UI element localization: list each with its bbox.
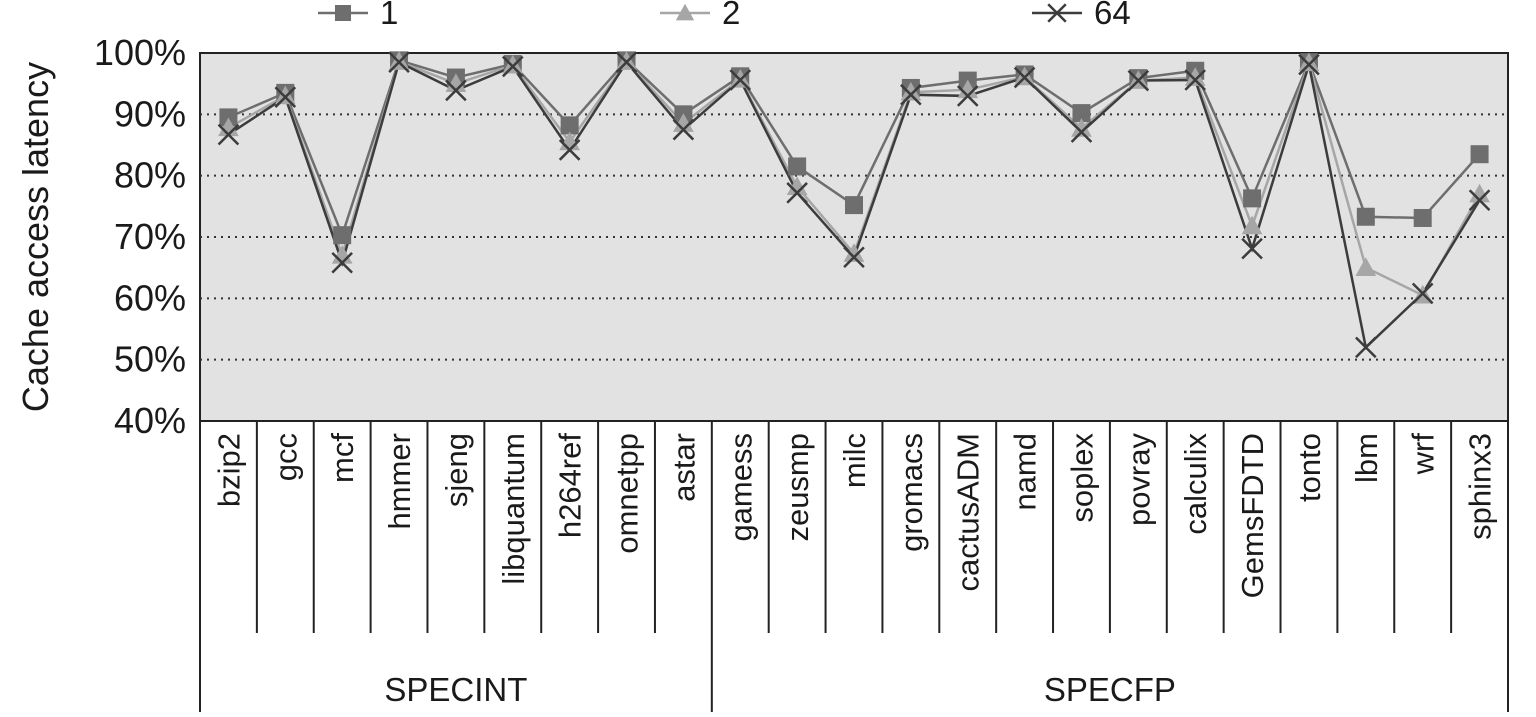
data-point-triangle — [218, 117, 239, 137]
data-point-square — [1413, 208, 1432, 227]
data-point-triangle — [1184, 67, 1206, 86]
legend: 1 2 64 — [318, 0, 1131, 31]
data-point-x — [274, 86, 297, 108]
y-axis-label: Cache access latency — [15, 62, 56, 412]
data-point-triangle — [673, 113, 694, 132]
category-label: wrf — [1406, 433, 1441, 476]
category-label: h264ref — [553, 433, 588, 539]
data-point-x — [445, 79, 467, 102]
category-label: libquantum — [496, 433, 531, 585]
category-label: povray — [1121, 433, 1156, 527]
category-label: GemsFDTD — [1235, 433, 1270, 598]
data-point-x — [1184, 69, 1207, 91]
category-label: namd — [1008, 433, 1043, 511]
group-label: SPECINT — [384, 671, 527, 708]
data-point-x — [1241, 237, 1263, 260]
grid-lines — [200, 113, 1508, 361]
category-label: gromacs — [894, 433, 929, 552]
data-point-square — [560, 116, 579, 135]
category-label: sjeng — [439, 433, 474, 507]
data-point-x — [956, 85, 979, 107]
data-point-x — [672, 118, 695, 141]
category-label: gcc — [268, 433, 303, 481]
data-point-triangle — [502, 54, 524, 74]
category-label: cactusADM — [951, 433, 986, 591]
data-point-x — [1070, 121, 1093, 143]
y-tick-label: 90% — [114, 93, 186, 134]
data-point-x — [388, 51, 410, 73]
data-point-square — [1072, 104, 1091, 123]
data-point-x — [1355, 336, 1377, 359]
y-tick-label: 40% — [114, 400, 186, 441]
category-label: zeusmp — [780, 433, 815, 542]
category-label: bzip2 — [211, 433, 246, 507]
x-axis-table: bzip2 gcc mcf hmmer sjeng libquantum h264ref om… — [199, 421, 1509, 712]
data-point-triangle — [675, 3, 695, 21]
data-point-x — [615, 51, 638, 73]
series-lines — [217, 51, 1491, 359]
y-tick-label: 70% — [114, 216, 186, 257]
category-label: soplex — [1064, 433, 1099, 523]
category-label: tonto — [1292, 433, 1327, 502]
data-point-square — [1243, 189, 1262, 208]
data-point-triangle — [843, 243, 865, 262]
category-label: milc — [837, 433, 872, 488]
legend-label: 1 — [380, 0, 398, 31]
category-label: mcf — [325, 433, 360, 483]
data-point-triangle — [1469, 183, 1490, 203]
data-point-triangle — [1355, 257, 1377, 276]
group-label: SPECFP — [1044, 671, 1176, 708]
legend-label: 2 — [722, 0, 740, 31]
data-point-x — [331, 251, 353, 274]
data-point-x — [843, 246, 865, 269]
data-point-triangle — [274, 85, 296, 105]
data-point-square — [333, 226, 352, 245]
data-point-x — [900, 83, 922, 106]
data-point-square — [1470, 145, 1489, 164]
data-point-triangle — [1298, 52, 1320, 72]
data-point-x — [1298, 53, 1320, 76]
data-point-x — [501, 55, 524, 78]
data-point-triangle — [900, 81, 922, 101]
data-point-square — [335, 5, 351, 21]
y-tick-label: 60% — [114, 277, 186, 318]
legend-label: 64 — [1094, 0, 1131, 31]
category-label: gamess — [723, 433, 758, 542]
data-point-triangle — [957, 79, 979, 99]
data-point-x — [1411, 282, 1434, 305]
category-label: calculix — [1178, 433, 1213, 535]
data-point-square — [1356, 207, 1375, 226]
y-tick-label: 50% — [114, 339, 186, 380]
y-axis: 40% 50% 60% 70% 80% 90% 100% — [94, 32, 186, 441]
data-point-triangle — [445, 73, 467, 92]
data-point-triangle — [1241, 215, 1263, 235]
data-point-square — [845, 196, 863, 215]
category-label: hmmer — [382, 433, 417, 529]
category-label: sphinx3 — [1463, 433, 1498, 540]
data-point-x — [217, 123, 240, 146]
data-point-square — [788, 157, 807, 176]
y-tick-label: 100% — [94, 32, 186, 73]
data-point-x — [786, 182, 808, 204]
data-point-x — [1468, 189, 1491, 211]
category-label: astar — [666, 433, 701, 502]
data-point-x — [558, 139, 581, 161]
data-point-x — [1127, 69, 1150, 92]
data-point-triangle — [786, 176, 808, 195]
category-label: omnetpp — [610, 433, 645, 554]
data-point-x — [729, 69, 752, 91]
data-point-x — [1047, 3, 1067, 23]
data-point-square — [219, 108, 238, 127]
data-point-triangle — [1071, 118, 1092, 137]
data-point-x — [1013, 66, 1036, 89]
category-label: lbm — [1349, 433, 1384, 483]
y-tick-label: 80% — [114, 155, 186, 196]
